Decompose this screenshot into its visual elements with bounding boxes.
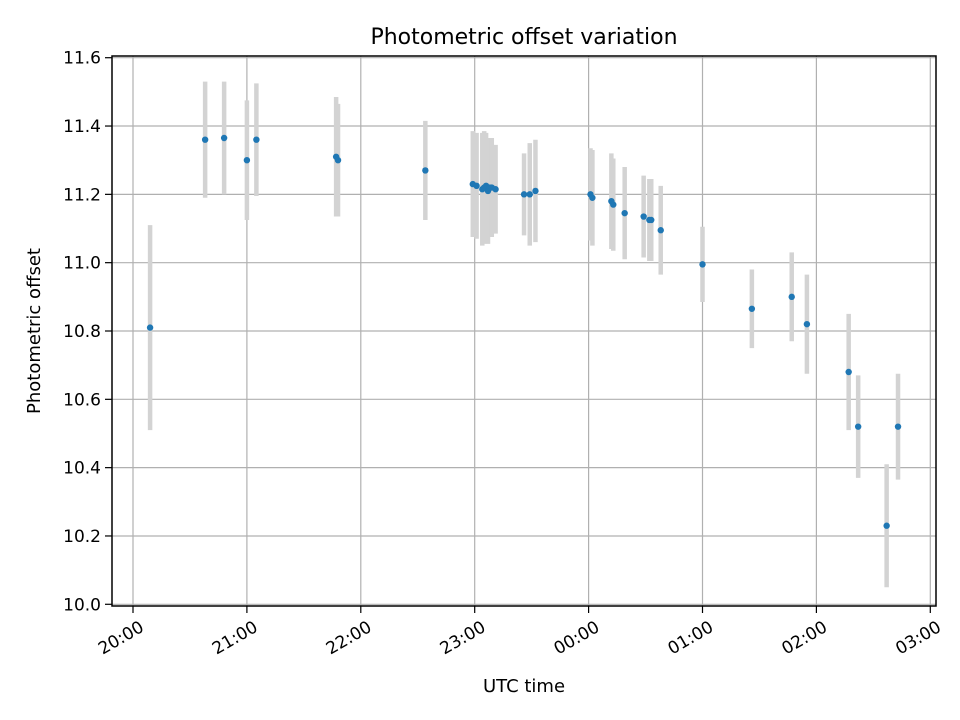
- data-point: [243, 156, 251, 164]
- data-point: [657, 227, 664, 234]
- y-tick-label: 10.6: [63, 390, 101, 410]
- data-point: [532, 187, 539, 195]
- x-axis-label: UTC time: [483, 676, 565, 697]
- data-point: [640, 213, 647, 220]
- y-tick-label: 10.0: [63, 595, 101, 615]
- y-tick-label: 11.4: [63, 117, 101, 137]
- data-point: [854, 423, 862, 430]
- data-point: [253, 136, 260, 143]
- y-tick-label: 11.6: [63, 49, 101, 69]
- y-tick-label: 11.2: [63, 185, 101, 205]
- y-axis-label: Photometric offset: [24, 248, 45, 414]
- chart-title: Photometric offset variation: [370, 25, 677, 50]
- data-point: [883, 522, 890, 529]
- data-point: [492, 186, 499, 193]
- data-point: [473, 182, 480, 190]
- data-point: [220, 134, 228, 142]
- data-point: [201, 136, 209, 143]
- y-tick-label: 10.2: [63, 527, 101, 547]
- data-point: [520, 191, 528, 198]
- y-tick-label: 10.4: [63, 459, 101, 479]
- data-point: [648, 216, 655, 224]
- data-points: [146, 134, 902, 529]
- data-point: [748, 305, 756, 312]
- data-point: [146, 324, 154, 331]
- data-point: [422, 167, 429, 174]
- data-point: [803, 320, 811, 328]
- data-point: [589, 194, 596, 201]
- data-point: [334, 156, 342, 164]
- data-point: [894, 423, 902, 430]
- y-tick-label: 10.8: [63, 322, 101, 342]
- y-tick-label: 11.0: [63, 254, 101, 274]
- data-point: [621, 209, 628, 217]
- data-point: [699, 261, 706, 268]
- y-axis-ticks: 10.0 10.2 10.4 10.6 10.8 11.0 11.2 11.4 11.6: [63, 49, 112, 615]
- data-point: [610, 201, 617, 208]
- data-point: [788, 293, 795, 301]
- data-point: [845, 368, 852, 376]
- data-point: [526, 191, 533, 198]
